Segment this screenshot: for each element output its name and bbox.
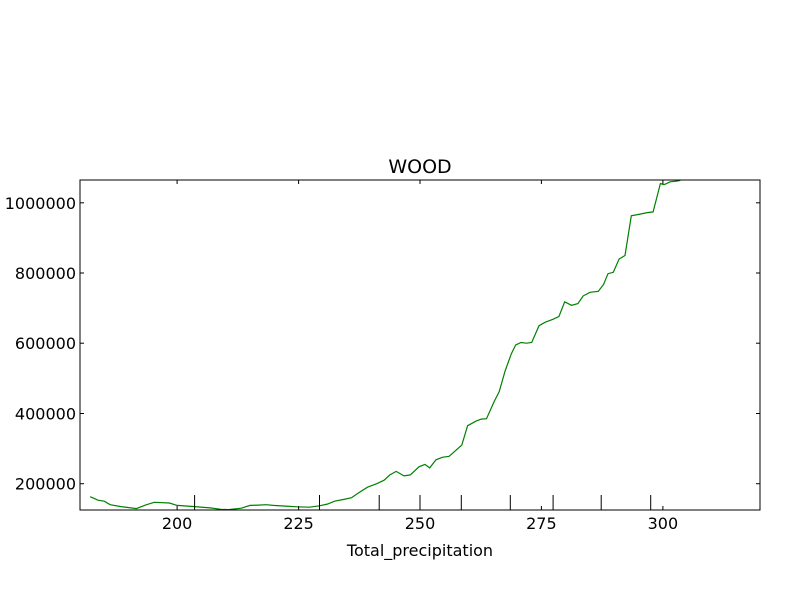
x-axis-label: Total_precipitation (346, 541, 493, 561)
chart-title: WOOD (388, 156, 451, 178)
plot-area (89, 180, 681, 510)
x-tick-label: 200 (162, 514, 193, 533)
x-tick-label: 300 (648, 514, 679, 533)
y-tick-label: 400000 (15, 405, 76, 424)
y-tick-label: 200000 (15, 475, 76, 494)
y-tick-label: 1000000 (5, 194, 76, 213)
x-tick-label: 250 (405, 514, 436, 533)
x-tick-label: 225 (283, 514, 314, 533)
y-tick-label: 800000 (15, 264, 76, 283)
x-tick-label: 275 (526, 514, 557, 533)
plot-frame (79, 179, 761, 511)
y-tick-label: 600000 (15, 334, 76, 353)
series-line-0 (89, 180, 681, 510)
